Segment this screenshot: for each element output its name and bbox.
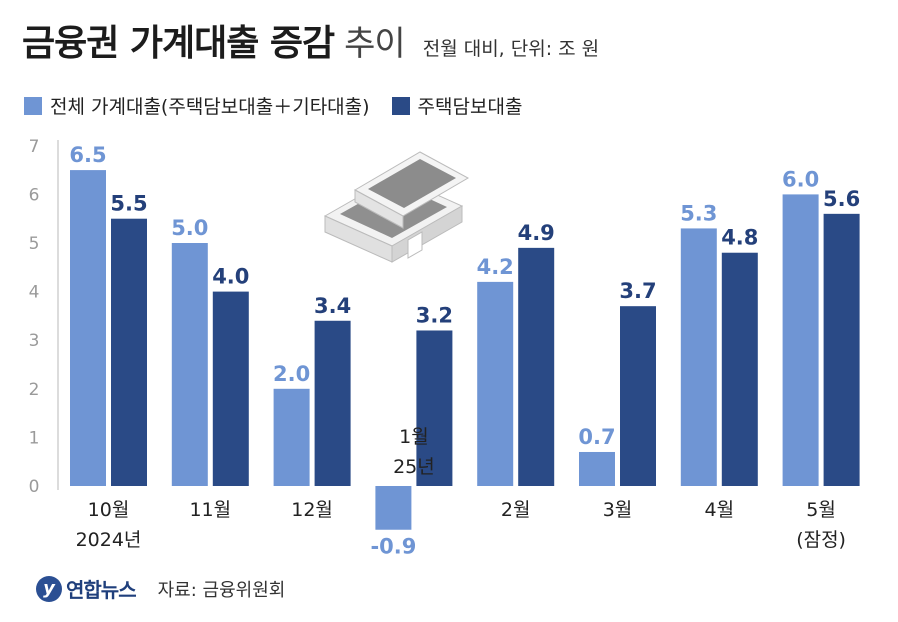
category-label-7-0: 5월: [806, 499, 836, 521]
bar-total-0: [70, 170, 106, 486]
legend-swatch-mortgage: [391, 96, 410, 115]
y-tick-label: 7: [29, 137, 40, 157]
y-tick-label: 0: [29, 477, 40, 497]
legend-label-total: 전체 가계대출(주택담보대출＋기타대출): [50, 96, 370, 118]
value-label-mortgage-7: 5.6: [823, 187, 860, 211]
value-label-total-4: 4.2: [477, 255, 514, 279]
bar-mortgage-1: [212, 291, 249, 486]
value-label-total-6: 5.3: [680, 201, 717, 225]
value-label-mortgage-4: 4.9: [518, 221, 555, 245]
value-label-total-1: 5.0: [171, 216, 208, 240]
chart-header: 금융권 가계대출 증감 추이 전월 대비, 단위: 조 원: [22, 14, 599, 66]
bar-mortgage-6: [721, 252, 758, 486]
bar-mortgage-5: [620, 306, 656, 486]
category-label-7-1: (잠정): [796, 529, 846, 551]
chart-title-suffix: 추이: [344, 24, 406, 64]
bar-total-6: [680, 228, 717, 487]
value-label-total-0: 6.5: [69, 143, 106, 167]
bar-total-4: [477, 281, 514, 486]
value-label-mortgage-3: 3.2: [416, 303, 453, 327]
money-stack-icon: [323, 151, 470, 263]
yonhap-logo: y 연합뉴스: [36, 574, 137, 603]
value-label-mortgage-6: 4.8: [721, 226, 758, 250]
value-label-mortgage-1: 4.0: [212, 265, 249, 289]
logo-mark: y: [36, 575, 62, 602]
value-label-total-3: -0.9: [370, 535, 416, 559]
category-label-1-0: 11월: [189, 499, 231, 521]
chart-subtitle: 전월 대비, 단위: 조 원: [422, 38, 600, 60]
category-label-2-0: 12월: [291, 499, 333, 521]
bar-total-3: [375, 486, 412, 530]
value-label-total-5: 0.7: [578, 425, 615, 449]
category-label-6-0: 4월: [705, 499, 735, 521]
value-label-mortgage-2: 3.4: [314, 294, 351, 318]
bar-total-2: [273, 388, 310, 486]
y-tick-label: 6: [29, 185, 40, 205]
value-label-mortgage-5: 3.7: [619, 279, 656, 303]
bar-total-1: [171, 243, 208, 486]
bar-total-7: [782, 194, 819, 486]
y-tick-label: 4: [29, 283, 40, 303]
legend-swatch-total: [24, 96, 42, 115]
bar-total-5: [579, 451, 615, 486]
y-tick-label: 2: [29, 380, 40, 400]
category-label-3-0: 1월: [399, 426, 429, 448]
y-tick-label: 3: [29, 331, 40, 351]
bar-mortgage-3: [416, 330, 453, 486]
value-label-total-2: 2.0: [273, 362, 310, 386]
bar-mortgage-7: [823, 213, 860, 486]
legend-item-total: 전체 가계대출(주택담보대출＋기타대출): [24, 92, 370, 119]
logo-text: 연합뉴스: [66, 578, 137, 602]
bar-mortgage-0: [111, 218, 147, 486]
legend-item-mortgage: 주택담보대출: [391, 92, 523, 119]
category-label-5-0: 3월: [603, 499, 633, 521]
bar-mortgage-4: [518, 247, 555, 486]
bar-mortgage-2: [314, 320, 351, 486]
value-label-mortgage-0: 5.5: [110, 192, 147, 216]
source-note: 자료: 금융위원회: [157, 579, 286, 601]
chart-title: 금융권 가계대출 증감: [22, 23, 335, 64]
value-label-total-7: 6.0: [782, 167, 819, 191]
y-tick-label: 5: [29, 234, 40, 254]
footer: y 연합뉴스 자료: 금융위원회: [36, 574, 285, 603]
y-tick-label: 1: [29, 428, 40, 448]
legend-label-mortgage: 주택담보대출: [417, 96, 523, 118]
category-label-4-0: 2월: [501, 499, 531, 521]
category-label-0-1: 2024년: [76, 529, 142, 551]
category-label-0-0: 10월: [88, 499, 130, 521]
chart-legend: 전체 가계대출(주택담보대출＋기타대출) 주택담보대출: [24, 92, 544, 119]
category-label-3-1: 25년: [393, 456, 435, 478]
